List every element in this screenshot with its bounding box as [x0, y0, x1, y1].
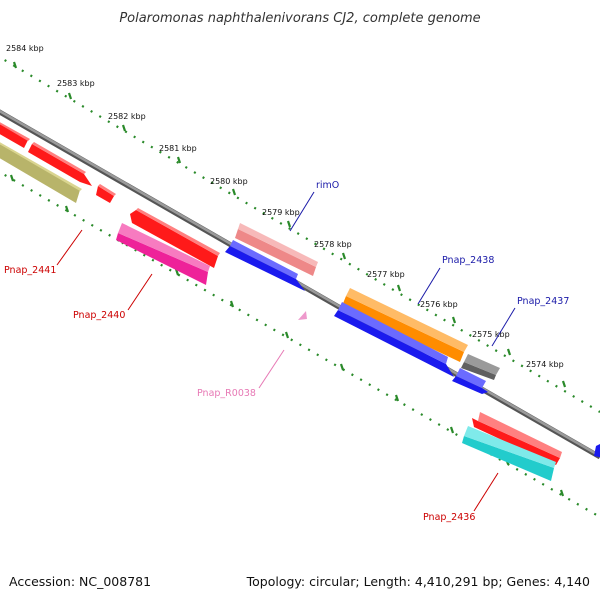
gene-feature-blue[interactable] [225, 240, 305, 291]
kbp-labels: 2584 kbp 2583 kbp 2582 kbp 2581 kbp 2580… [6, 44, 564, 369]
kbp-label: 2583 kbp [57, 79, 95, 88]
leader-line-pnap-2437 [491, 307, 516, 347]
leader-line-rimo [289, 191, 315, 232]
major-tick [284, 331, 290, 339]
gene-feature-pnap-2436[interactable] [472, 412, 562, 465]
major-tick [64, 205, 70, 213]
major-tick [449, 426, 455, 434]
leader-line-pnap-2441 [56, 229, 83, 266]
kbp-label: 2577 kbp [367, 270, 405, 279]
gene-feature-pnap-2438[interactable] [342, 288, 468, 362]
gene-feature-red[interactable] [28, 142, 92, 186]
major-tick [229, 300, 235, 308]
leader-line-pnap-2438 [417, 267, 441, 305]
gene-feature-pnap-2441[interactable] [130, 208, 220, 268]
gene-label-pnap-2438[interactable]: Pnap_2438 [442, 255, 494, 266]
inner-tick-ring [0, 171, 600, 518]
forward-features [0, 120, 600, 458]
genome-backbone [0, 109, 600, 460]
gene-feature-red[interactable] [0, 120, 30, 148]
major-tick [506, 348, 512, 356]
gene-label-pnap-2440[interactable]: Pnap_2440 [73, 310, 125, 321]
outer-tick-ring [0, 56, 600, 413]
kbp-label: 2580 kbp [210, 177, 248, 186]
major-tick [231, 188, 237, 196]
gene-feature-blue-long[interactable] [334, 302, 454, 377]
label-leaders [56, 191, 516, 512]
gene-feature-rimo[interactable] [235, 223, 318, 276]
major-tick [394, 394, 400, 402]
major-tick [176, 156, 182, 164]
kbp-label: 2574 kbp [526, 360, 564, 369]
gene-feature-pnap-r0038[interactable] [298, 311, 307, 320]
major-tick [396, 284, 402, 292]
kbp-label: 2582 kbp [108, 112, 146, 121]
major-tick [451, 316, 457, 324]
kbp-label: 2579 kbp [262, 208, 300, 217]
leader-line-pnap-2436 [473, 472, 499, 512]
major-tick [339, 363, 345, 371]
kbp-label: 2584 kbp [6, 44, 44, 53]
kbp-label: 2578 kbp [314, 240, 352, 249]
leader-line-pnap-r0038 [258, 349, 285, 389]
kbp-label: 2576 kbp [420, 300, 458, 309]
major-tick [9, 174, 15, 182]
major-tick [559, 489, 565, 497]
gene-feature-olive[interactable] [0, 140, 82, 203]
kbp-label: 2581 kbp [159, 144, 197, 153]
gene-label-pnap-2441[interactable]: Pnap_2441 [4, 265, 56, 276]
reverse-features [116, 208, 562, 481]
major-tick [67, 92, 73, 100]
gene-feature-red-small[interactable] [96, 184, 116, 203]
gene-label-pnap-2436[interactable]: Pnap_2436 [423, 512, 475, 523]
major-tick [12, 61, 18, 69]
major-tick [561, 380, 567, 388]
outer-major-ticks [12, 61, 567, 388]
gene-feature-cyan[interactable] [462, 426, 556, 481]
gene-feature-pnap-2440[interactable] [116, 223, 210, 285]
major-tick [286, 220, 292, 228]
gene-feature-pnap-2437[interactable] [461, 354, 500, 380]
gene-label-pnap-r0038[interactable]: Pnap_R0038 [197, 388, 256, 399]
gene-label-pnap-2437[interactable]: Pnap_2437 [517, 296, 569, 307]
map-title: Polaromonas naphthalenivorans CJ2, compl… [119, 11, 480, 26]
accession-text: Accession: NC_008781 [9, 574, 151, 589]
kbp-label: 2575 kbp [472, 330, 510, 339]
topology-text: Topology: circular; Length: 4,410,291 bp… [246, 574, 590, 589]
gene-labels: rimO Pnap_2438 Pnap_2437 Pnap_2441 Pnap_… [4, 180, 569, 523]
major-tick [121, 124, 127, 132]
gene-label-rimo[interactable]: rimO [316, 180, 339, 191]
leader-line-pnap-2440 [127, 273, 153, 311]
gene-feature-blue-small[interactable] [452, 368, 488, 394]
major-tick [341, 252, 347, 260]
gene-feature-blue-edge[interactable] [594, 442, 600, 458]
